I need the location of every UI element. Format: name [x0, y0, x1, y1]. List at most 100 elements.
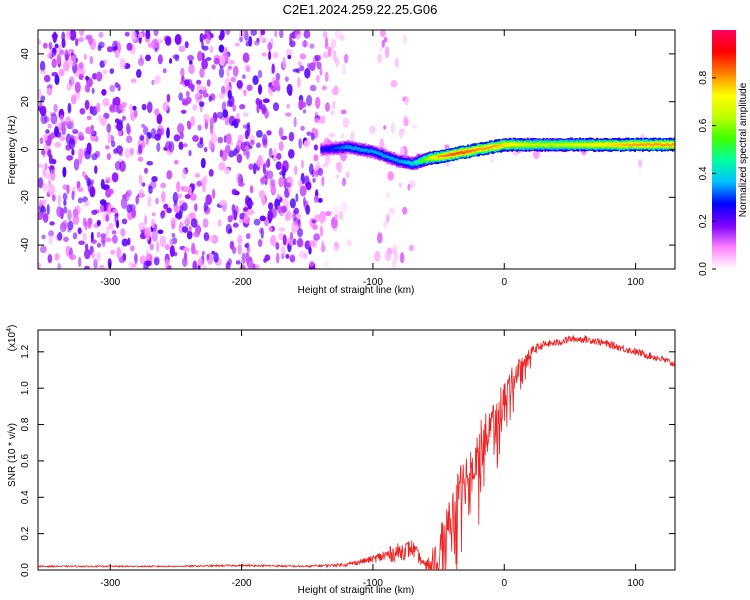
heatmap-cell — [156, 142, 161, 153]
heatmap-cell — [285, 48, 293, 57]
heatmap-cell — [38, 177, 44, 189]
heatmap-cell — [180, 67, 185, 77]
heatmap-ridge-cell — [632, 143, 635, 146]
heatmap-y-label: Frequency (Hz) — [7, 116, 18, 185]
heatmap-cell — [211, 250, 215, 255]
heatmap-cell — [301, 40, 308, 48]
heatmap-ridge-cell — [444, 154, 447, 157]
heatmap-cell — [138, 144, 142, 154]
heatmap-cell — [192, 135, 199, 142]
heatmap-cell — [106, 153, 111, 161]
heatmap-ridge-cell — [424, 157, 427, 160]
heatmap-cell — [143, 126, 149, 135]
heatmap-cell — [241, 30, 246, 38]
heatmap-ridge-cell — [459, 151, 462, 155]
heatmap-ridge-cell — [594, 141, 597, 147]
heatmap-cell — [279, 30, 284, 39]
heatmap-cell — [62, 184, 68, 190]
heatmap-ridge-cell — [463, 151, 466, 154]
heatmap-cell — [289, 198, 296, 209]
heatmap-cell — [113, 96, 121, 107]
heatmap-cell — [132, 105, 137, 111]
heatmap-cell — [84, 35, 91, 41]
heatmap-cell — [66, 83, 72, 91]
heatmap-cell — [98, 114, 102, 123]
heatmap-cell — [262, 134, 268, 146]
colorbar-tick-label: 0.6 — [698, 118, 709, 132]
heatmap-cell — [270, 179, 276, 187]
heatmap-cell — [300, 159, 305, 169]
heatmap-ridge-cell — [467, 150, 469, 153]
heatmap-cell — [307, 62, 311, 70]
heatmap-cell — [190, 193, 197, 201]
heatmap-cell — [106, 46, 114, 53]
heatmap-cell — [253, 218, 261, 226]
heatmap-cell — [138, 32, 143, 38]
heatmap-ridge-cell — [569, 144, 572, 147]
snr-panel: -300 -200 -100 0 100 0.0 0.2 0.4 0.6 0.8 1.0 1.2 H… — [6, 325, 676, 596]
snr-y-multiplier-close: ) — [7, 325, 18, 328]
heatmap-ridge-cell — [586, 143, 589, 147]
heatmap-cell — [313, 233, 321, 241]
heatmap-ridge-cell — [438, 155, 441, 158]
heatmap-ridge-cell — [662, 144, 665, 147]
heatmap-ridge-cell — [514, 143, 517, 147]
heatmap-ridge-cell — [656, 143, 659, 146]
heatmap-cell — [54, 74, 60, 86]
heatmap-cell — [71, 190, 75, 201]
heatmap-cell — [233, 209, 238, 221]
heatmap-cell — [183, 99, 189, 106]
heatmap-cell — [236, 153, 243, 164]
heatmap-cell — [97, 44, 102, 52]
heatmap-ridge-cell — [348, 145, 351, 148]
heatmap-ridge-cell — [383, 154, 386, 158]
heatmap-cell — [398, 128, 404, 138]
heatmap-ridge-cell — [388, 156, 391, 159]
heatmap-cell — [292, 68, 299, 73]
heatmap-cell — [119, 160, 126, 172]
heatmap-cell — [275, 72, 281, 81]
heatmap-cell — [177, 193, 183, 199]
heatmap-ridge-cell — [405, 161, 408, 164]
heatmap-cell — [343, 53, 349, 64]
heatmap-ridge-cell — [561, 144, 564, 147]
heatmap-cell — [84, 200, 90, 207]
heatmap-cell — [314, 117, 319, 123]
heatmap-cell — [141, 182, 146, 187]
heatmap-ridge-cell — [473, 149, 476, 153]
heatmap-ridge-cell — [359, 148, 362, 151]
heatmap-cell — [287, 54, 292, 60]
heatmap-cell — [244, 212, 249, 220]
heatmap-cell — [136, 69, 142, 78]
heatmap-cell — [199, 67, 205, 78]
heatmap-ridge-cell — [547, 144, 550, 147]
heatmap-cell — [57, 194, 61, 206]
heatmap-cell — [339, 33, 345, 42]
snr-x-tick-label: -100 — [363, 578, 383, 589]
heatmap-cell — [192, 104, 198, 111]
heatmap-cell — [252, 162, 257, 175]
heatmap-cell — [178, 141, 184, 150]
heatmap-cell — [264, 254, 271, 261]
heatmap-cell — [145, 250, 150, 260]
heatmap-cell — [321, 176, 325, 187]
heatmap-cell — [289, 254, 296, 263]
heatmap-cell — [42, 199, 47, 205]
heatmap-cell — [261, 195, 266, 207]
heatmap-cell — [106, 226, 109, 236]
heatmap-ridge-cell — [427, 157, 430, 161]
heatmap-cell — [84, 248, 91, 260]
heatmap-ridge-cell — [591, 143, 594, 146]
heatmap-cell — [162, 68, 167, 74]
heatmap-cell — [63, 199, 67, 206]
heatmap-cell — [334, 213, 338, 220]
heatmap-ridge-cell — [329, 147, 332, 150]
heatmap-cell — [332, 246, 338, 252]
heatmap-cell — [160, 210, 166, 219]
heatmap-ridge-cell — [372, 150, 375, 153]
heatmap-cell — [145, 136, 149, 146]
heatmap-cell — [184, 251, 187, 261]
heatmap-cell — [261, 104, 267, 115]
heatmap-cell — [105, 237, 112, 243]
heatmap-ridge-cell — [574, 144, 577, 147]
